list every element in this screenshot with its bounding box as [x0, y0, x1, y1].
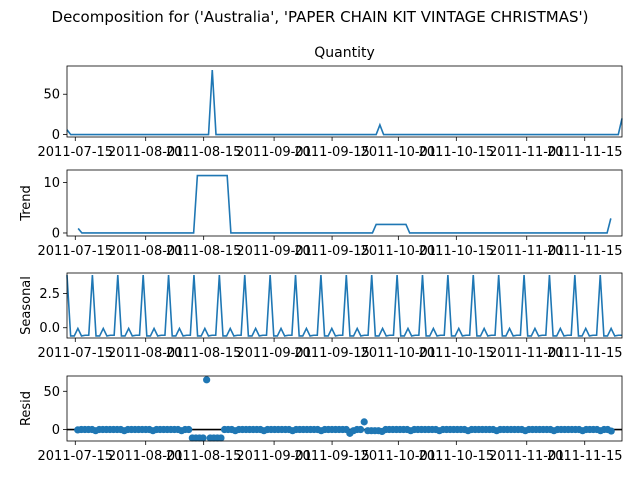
y-axis-label: Resid — [19, 391, 34, 426]
resid-point — [357, 425, 365, 434]
seasonal-series-line — [66, 275, 622, 337]
y-tick-label: 0 — [52, 128, 60, 143]
x-tick-label: 2011-08-01 — [108, 449, 184, 464]
trend-series-line — [77, 174, 612, 234]
x-tick-label: 2011-08-15 — [166, 449, 242, 464]
x-tick-label: 2011-08-15 — [166, 145, 242, 160]
x-tick-label: 2011-11-01 — [489, 346, 565, 361]
observed-axes — [66, 65, 623, 138]
x-tick-label: 2011-11-15 — [547, 244, 623, 259]
x-tick-label: 2011-09-01 — [236, 346, 312, 361]
resid-axes — [66, 375, 623, 442]
observed-series-line — [66, 69, 623, 136]
resid-point — [607, 427, 615, 435]
y-tick-label: 2.5 — [39, 287, 60, 302]
panel-subtitle: Quantity — [314, 45, 375, 61]
x-tick-label: 2011-07-15 — [38, 449, 114, 464]
y-tick-label: 0.0 — [39, 321, 60, 336]
x-tick-label: 2011-08-01 — [108, 244, 184, 259]
x-tick-label: 2011-08-01 — [108, 346, 184, 361]
y-tick-label: 0 — [52, 423, 60, 438]
resid-point — [360, 418, 368, 426]
x-tick-label: 2011-11-01 — [489, 244, 565, 259]
x-tick-label: 2011-09-01 — [236, 244, 312, 259]
y-tick-label: 50 — [43, 88, 60, 103]
x-tick-label: 2011-08-01 — [108, 145, 184, 160]
x-tick-label: 2011-10-15 — [419, 346, 495, 361]
x-tick-label: 2011-11-15 — [547, 346, 623, 361]
x-tick-label: 2011-07-15 — [38, 244, 114, 259]
x-tick-label: 2011-07-15 — [38, 346, 114, 361]
y-tick-label: 50 — [43, 385, 60, 400]
x-tick-label: 2011-09-01 — [236, 145, 312, 160]
x-tick-label: 2011-10-01 — [361, 244, 437, 259]
trend-axes — [66, 169, 623, 237]
x-tick-label: 2011-09-15 — [294, 449, 370, 464]
resid-point — [185, 425, 193, 434]
x-tick-label: 2011-10-01 — [361, 145, 437, 160]
resid-point — [203, 376, 211, 384]
x-tick-label: 2011-10-15 — [419, 145, 495, 160]
x-tick-label: 2011-08-15 — [166, 346, 242, 361]
x-tick-label: 2011-11-01 — [489, 449, 565, 464]
x-tick-label: 2011-10-15 — [419, 244, 495, 259]
x-tick-label: 2011-09-01 — [236, 449, 312, 464]
x-tick-label: 2011-11-15 — [547, 449, 623, 464]
resid-point — [199, 434, 207, 442]
resid-point — [217, 434, 225, 442]
y-tick-label: 10 — [43, 176, 60, 191]
y-tick-label: 0 — [52, 226, 60, 241]
y-axis-label: Trend — [19, 185, 34, 222]
x-tick-label: 2011-09-15 — [294, 346, 370, 361]
x-tick-label: 2011-09-15 — [294, 244, 370, 259]
x-tick-label: 2011-10-15 — [419, 449, 495, 464]
x-tick-label: 2011-11-15 — [547, 145, 623, 160]
y-axis-label: Seasonal — [19, 276, 34, 335]
chart-title: Decomposition for ('Australia', 'PAPER C… — [52, 8, 589, 26]
x-tick-label: 2011-10-01 — [361, 346, 437, 361]
x-tick-label: 2011-08-15 — [166, 244, 242, 259]
x-tick-label: 2011-09-15 — [294, 145, 370, 160]
x-tick-label: 2011-11-01 — [489, 145, 565, 160]
x-tick-label: 2011-07-15 — [38, 145, 114, 160]
x-tick-label: 2011-10-01 — [361, 449, 437, 464]
seasonal-axes — [66, 272, 623, 339]
